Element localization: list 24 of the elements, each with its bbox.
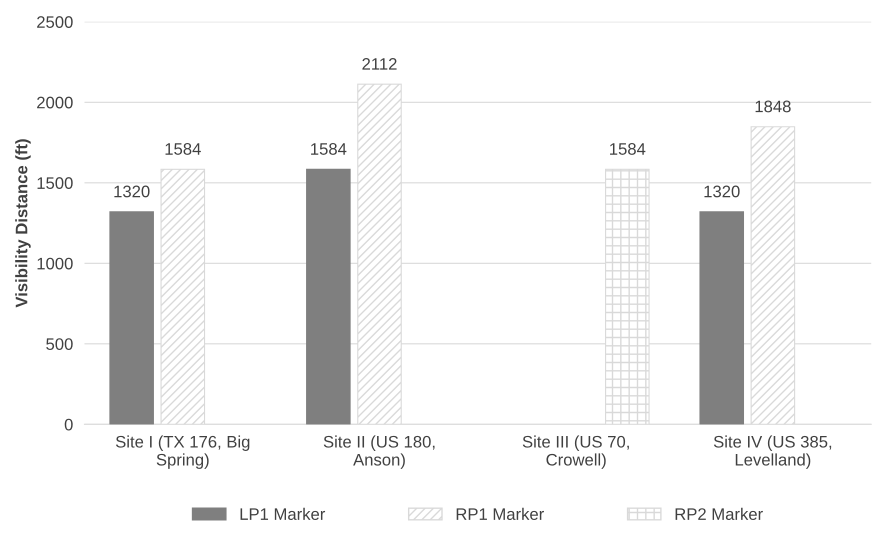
x-tick-label: Site III (US 70, Crowell) bbox=[522, 435, 629, 469]
y-tick-label: 0 bbox=[64, 418, 73, 431]
legend-label: RP1 Marker bbox=[456, 508, 544, 520]
data-label: 1320 bbox=[114, 186, 150, 198]
data-label: 1584 bbox=[610, 143, 646, 155]
y-tick-label: 2500 bbox=[37, 16, 73, 28]
data-label: 1320 bbox=[704, 186, 740, 198]
legend-label: RP2 Marker bbox=[676, 508, 763, 520]
data-label: 1584 bbox=[166, 143, 201, 155]
bar bbox=[699, 211, 744, 424]
x-tick-label: Site I (TX 176, Big Spring) bbox=[116, 435, 250, 469]
x-tick-label: Site IV (US 385, Levelland) bbox=[714, 435, 832, 469]
bar bbox=[306, 168, 351, 424]
data-label: 1584 bbox=[311, 143, 346, 155]
bar bbox=[109, 211, 154, 424]
x-tick-label: Site II (US 180, Anson) bbox=[324, 435, 435, 469]
y-axis-title: Visibility Distance (ft) bbox=[15, 139, 31, 308]
y-tick-label: 1500 bbox=[38, 177, 73, 189]
y-tick-label: 2000 bbox=[37, 96, 73, 108]
y-tick-label: 1000 bbox=[38, 258, 73, 270]
y-tick-label: 500 bbox=[46, 338, 73, 350]
data-label: 2112 bbox=[362, 58, 397, 70]
data-label: 1848 bbox=[756, 100, 791, 112]
legend-label: LP1 Marker bbox=[240, 508, 326, 520]
